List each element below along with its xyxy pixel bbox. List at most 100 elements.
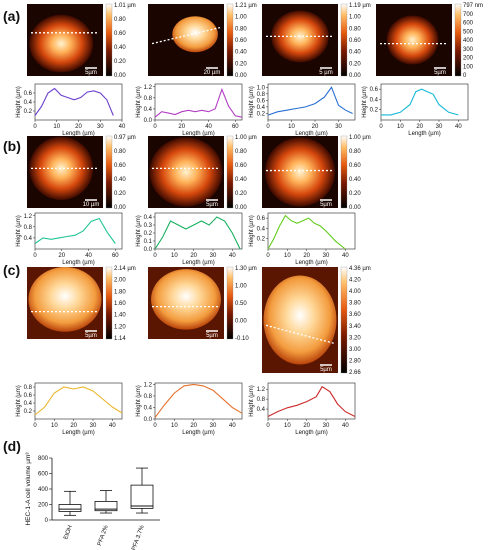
colorbar-tick: 0.80 (114, 17, 126, 23)
x-tick-label: 30 (335, 124, 342, 130)
y-tick-label: 0.8 (144, 96, 153, 102)
box-1: EtOH (58, 490, 82, 541)
x-tick-label: 20 (178, 124, 185, 130)
cell-topography (149, 137, 223, 207)
y-axis-label: Height (µm) (249, 215, 255, 246)
profile-series (154, 383, 243, 418)
x-axis-label: Length (µm) (62, 430, 94, 436)
x-tick-label: 20 (416, 124, 423, 130)
x-tick-label: 20 (303, 423, 310, 429)
y-tick-label: 0.0 (144, 118, 153, 124)
colorbar-tick: 1.80 (114, 289, 126, 295)
box-iqr (130, 484, 154, 509)
afm-image-a3: 5 µm 1.19 µm 1.00 0.80 0.60 0.40 0.20 0.00 (262, 3, 371, 79)
y-axis-label: Height (µm) (249, 385, 255, 416)
height-profile-c3: 0 10 20 30 40 0.4 0.8 1.2 Length (µm) Height (µm) (249, 382, 356, 436)
x-tick-label: 10 (397, 124, 404, 130)
box-2: PFA 2% (94, 490, 118, 547)
colorbar-tick: 0.50 (235, 301, 247, 307)
x-tick-label: 20 (75, 124, 82, 130)
y-axis-label: Height (µm) (136, 215, 142, 246)
colorbar-tick: 0.60 (114, 31, 126, 37)
colorbar-tick: 0.40 (235, 177, 247, 183)
x-axis-label: Length (µm) (295, 260, 327, 266)
panel-d-label: (d) (3, 438, 21, 454)
colorbar-tick: 3.60 (349, 312, 361, 318)
y-tick-label: 0.2 (24, 409, 33, 415)
y-tick-label: 0.4 (24, 100, 33, 106)
profile-axes (267, 212, 356, 250)
y-tick-label: 0.6 (24, 393, 33, 399)
x-axis-label: Length (µm) (182, 430, 214, 436)
scalebar-label: 5µm (85, 333, 97, 339)
profile-series (267, 86, 353, 116)
colorbar-tick: 0.60 (235, 38, 247, 44)
x-axis-label: Length (µm) (295, 131, 327, 137)
x-axis-label: Length (µm) (62, 260, 94, 266)
x-tick-label: 20 (190, 423, 197, 429)
colorbar-tick: 0.80 (235, 26, 247, 32)
x-tick-label: 20 (303, 253, 310, 259)
category-label: EtOH (63, 525, 74, 541)
scalebar-label: 5µm (320, 202, 332, 208)
profile-axes (267, 382, 356, 420)
scalebar-label: 20 µm (204, 70, 221, 76)
y-tick-label: 400 (38, 487, 49, 493)
colorbar-tick: -0.10 (235, 336, 249, 342)
colorbar (226, 135, 234, 209)
box-plot: 0 200 400 600 800 HEC-1-A cell volume µm³ EtOH… (25, 452, 160, 550)
x-tick-label: 0 (153, 423, 157, 429)
colorbar-tick: 1.19 µm (349, 3, 371, 9)
height-profile-a4: 0 10 20 30 40 0.2 0.4 0.6 Length (µm) Height (µm) (362, 83, 469, 137)
profile-series (154, 87, 243, 118)
scalebar-label: 5µm (206, 202, 218, 208)
colorbar-tick: 3.20 (349, 335, 361, 341)
colorbar-tick: 1.30 µm (235, 266, 257, 272)
x-tick-label: 40 (229, 253, 236, 259)
x-tick-label: 0 (153, 253, 157, 259)
height-profile-b3: 0 10 20 30 40 0.2 0.4 0.6 Length (µm) Height (µm) (249, 212, 356, 266)
colorbar (105, 135, 113, 209)
colorbar-tick: 2.14 µm (114, 266, 136, 272)
x-tick-label: 10 (171, 253, 178, 259)
scalebar-label: 10 µm (83, 202, 100, 208)
colorbar-tick: 2.00 (114, 278, 126, 284)
afm-image-b2: 5µm 1.00 µm 0.80 0.60 0.40 0.20 0.00 (148, 135, 257, 211)
x-tick-label: 40 (229, 423, 236, 429)
y-tick-label: 0.6 (370, 87, 379, 93)
colorbar-tick: 0.80 (349, 149, 361, 155)
height-profile-a3: 0 10 20 30 0.20.40.60.81.0 Length (µm) Height … (249, 83, 356, 137)
profile-axes (267, 83, 356, 121)
profile-series (154, 216, 241, 250)
height-profile-b2: 0 10 20 30 40 0.0 0.1 0.2 0.3 0.4 Length (µm) Heigh… (136, 212, 243, 266)
y-tick-label: 600 (38, 472, 49, 478)
colorbar-tick: 3.80 (349, 301, 361, 307)
x-tick-label: 30 (210, 423, 217, 429)
y-tick-label: 200 (38, 503, 49, 509)
cell-topography (263, 275, 337, 365)
x-tick-label: 0 (33, 423, 37, 429)
cell-topography (172, 16, 218, 53)
scalebar-label: 5µm (206, 333, 218, 339)
panel-b-label: (b) (3, 138, 21, 154)
y-tick-label: 0.2 (370, 108, 379, 114)
x-axis-label: Length (µm) (62, 131, 94, 137)
y-tick-label: 0.6 (257, 216, 266, 222)
x-tick-label: 10 (288, 124, 295, 130)
x-tick-label: 20 (312, 124, 319, 130)
x-axis-label: Length (µm) (182, 260, 214, 266)
x-tick-label: 20 (190, 253, 197, 259)
profile-axes (154, 382, 243, 420)
category-label: PFA 2% (97, 524, 110, 547)
colorbar-tick: 1.60 (114, 301, 126, 307)
colorbar-tick: 0.80 (349, 26, 361, 32)
panel-c-label: (c) (3, 262, 21, 278)
colorbar-tick: 0 (463, 73, 467, 79)
colorbar-tick: 700 (463, 12, 474, 18)
scalebar-label: 5µm (85, 70, 97, 76)
scalebar-label: 5 µm (319, 70, 332, 76)
x-tick-label: 10 (284, 253, 291, 259)
profile-axes (34, 382, 123, 420)
x-tick-label: 10 (53, 124, 60, 130)
x-tick-label: 60 (232, 124, 239, 130)
